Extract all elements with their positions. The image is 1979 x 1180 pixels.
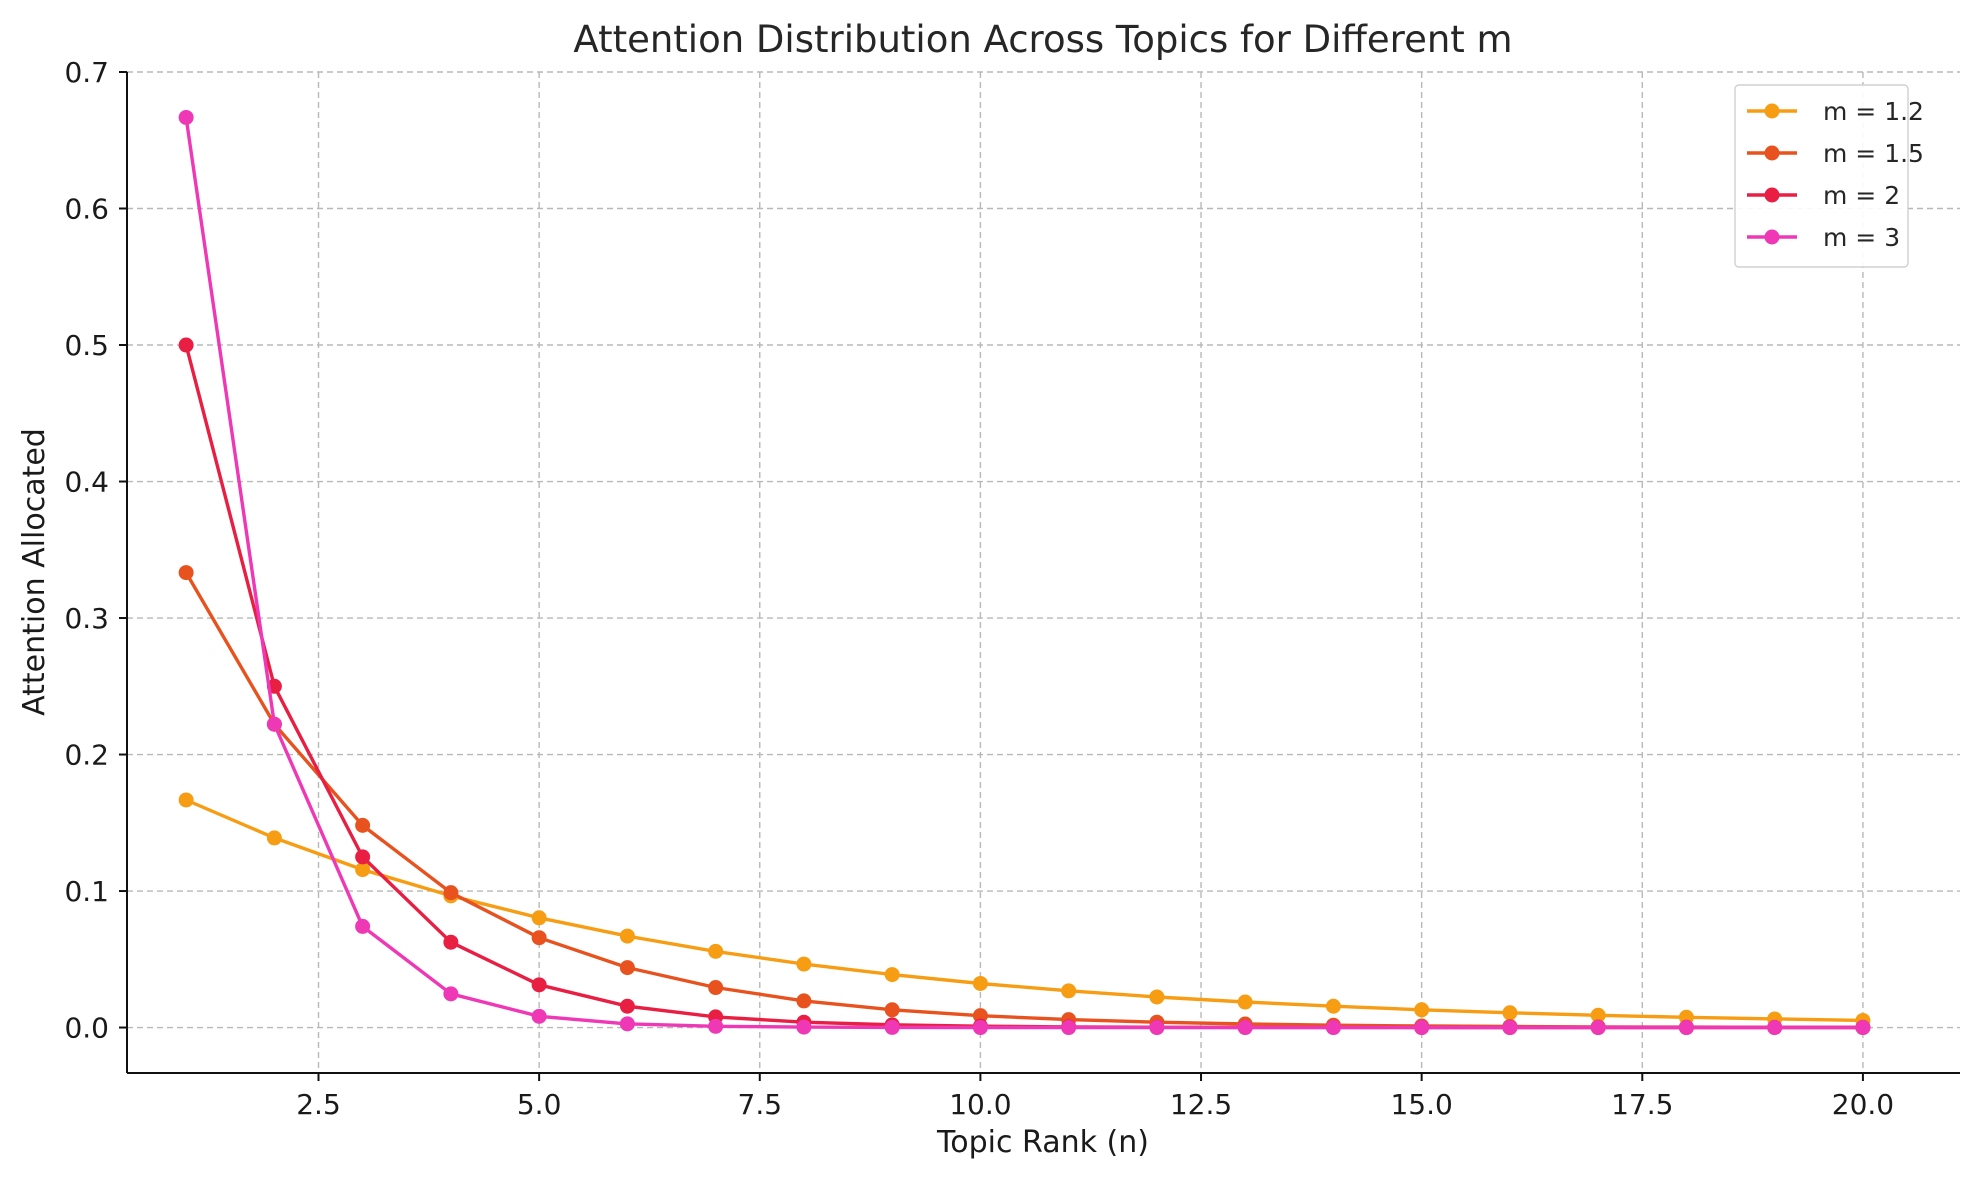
data-point-m-3 xyxy=(443,986,459,1002)
data-point-m-1-5 xyxy=(178,565,194,581)
data-point-m-1-2 xyxy=(266,830,282,846)
x-tick-label: 10.0 xyxy=(949,1088,1011,1121)
data-point-m-1-2 xyxy=(796,956,812,972)
data-point-m-3 xyxy=(178,109,194,125)
data-point-m-1-2 xyxy=(355,862,371,878)
data-point-m-1-2 xyxy=(972,975,988,991)
data-point-m-1-2 xyxy=(531,910,547,926)
data-point-m-3 xyxy=(1325,1020,1341,1036)
data-point-m-1-2 xyxy=(178,792,194,808)
data-point-m-1-2 xyxy=(1061,983,1077,999)
data-point-m-1-5 xyxy=(884,1002,900,1018)
data-point-m-1-5 xyxy=(619,960,635,976)
series-line-m-3 xyxy=(184,117,1863,1030)
legend-swatch-marker xyxy=(1764,187,1780,203)
data-point-m-3 xyxy=(355,918,371,934)
legend-label: m = 1.2 xyxy=(1823,97,1924,126)
data-point-m-3 xyxy=(1590,1020,1606,1036)
legend-swatch-marker xyxy=(1764,103,1780,119)
data-point-m-1-2 xyxy=(1590,1007,1606,1023)
data-point-m-1-2 xyxy=(1414,1002,1430,1018)
data-point-m-1-2 xyxy=(1237,994,1253,1010)
legend: m = 1.2 m = 1.5 m = 2 m = 3 xyxy=(1734,84,1924,268)
data-point-m-1-2 xyxy=(884,967,900,983)
data-point-m-1-5 xyxy=(708,980,724,996)
data-point-m-3 xyxy=(708,1018,724,1034)
data-point-m-1-2 xyxy=(1325,998,1341,1014)
y-tick-label: 0.0 xyxy=(64,1012,109,1045)
data-point-m-3 xyxy=(884,1019,900,1035)
data-point-m-1-5 xyxy=(443,885,459,901)
data-point-m-1-2 xyxy=(1502,1005,1518,1021)
data-point-m-1-2 xyxy=(1149,989,1165,1005)
legend-label: m = 1.5 xyxy=(1823,139,1924,168)
data-point-m-3 xyxy=(1767,1020,1783,1036)
data-point-m-3 xyxy=(619,1016,635,1032)
y-tick-label: 0.6 xyxy=(64,193,109,226)
series-m-3 xyxy=(178,109,1871,1036)
data-point-m-2 xyxy=(355,849,371,865)
y-tick-label: 0.7 xyxy=(64,56,109,89)
x-tick-label: 12.5 xyxy=(1170,1088,1232,1121)
legend-label: m = 3 xyxy=(1823,223,1900,252)
y-tick-label: 0.2 xyxy=(64,739,109,772)
legend-swatch-marker xyxy=(1764,145,1780,161)
y-tick-label: 0.3 xyxy=(64,602,109,635)
data-point-m-3 xyxy=(266,716,282,732)
data-point-m-3 xyxy=(1414,1020,1430,1036)
data-point-m-3 xyxy=(972,1020,988,1036)
data-point-m-3 xyxy=(1149,1020,1165,1036)
data-point-m-3 xyxy=(1061,1020,1077,1036)
data-point-m-2 xyxy=(178,337,194,353)
data-point-m-3 xyxy=(1237,1020,1253,1036)
legend-box xyxy=(1734,84,1909,268)
x-tick-label: 5.0 xyxy=(517,1088,562,1121)
data-point-m-1-5 xyxy=(355,817,371,833)
data-point-m-3 xyxy=(796,1019,812,1035)
data-point-m-1-5 xyxy=(972,1008,988,1024)
data-point-m-3 xyxy=(1678,1020,1694,1036)
x-tick-label: 20.0 xyxy=(1832,1088,1894,1121)
data-point-m-1-5 xyxy=(531,930,547,946)
data-point-m-3 xyxy=(1502,1020,1518,1036)
data-point-m-2 xyxy=(531,977,547,993)
y-axis-label: Attention Allocated xyxy=(17,428,52,716)
axes: 2.5 5.0 7.5 10.0 12.5 15.0 17.5 20.0 0.0 0.1 0.2 0.… xyxy=(64,56,1960,1121)
data-point-m-1-2 xyxy=(708,943,724,959)
x-tick-label: 15.0 xyxy=(1390,1088,1452,1121)
series-layer xyxy=(178,109,1871,1036)
x-tick-label: 7.5 xyxy=(738,1088,783,1121)
x-tick-label: 2.5 xyxy=(296,1088,341,1121)
data-point-m-3 xyxy=(1855,1020,1871,1036)
x-axis-label: Topic Rank (n) xyxy=(936,1125,1149,1160)
y-tick-label: 0.4 xyxy=(64,466,109,499)
y-tick-label: 0.5 xyxy=(64,329,109,362)
data-point-m-3 xyxy=(531,1008,547,1024)
data-point-m-2 xyxy=(443,934,459,950)
data-point-m-2 xyxy=(619,998,635,1014)
legend-swatch-marker xyxy=(1764,229,1780,245)
y-tick-label: 0.1 xyxy=(64,875,109,908)
legend-label: m = 2 xyxy=(1823,181,1900,210)
x-tick-label: 17.5 xyxy=(1611,1088,1673,1121)
chart-title: Attention Distribution Across Topics for… xyxy=(573,18,1512,61)
data-point-m-1-2 xyxy=(619,928,635,944)
data-point-m-1-5 xyxy=(796,993,812,1009)
